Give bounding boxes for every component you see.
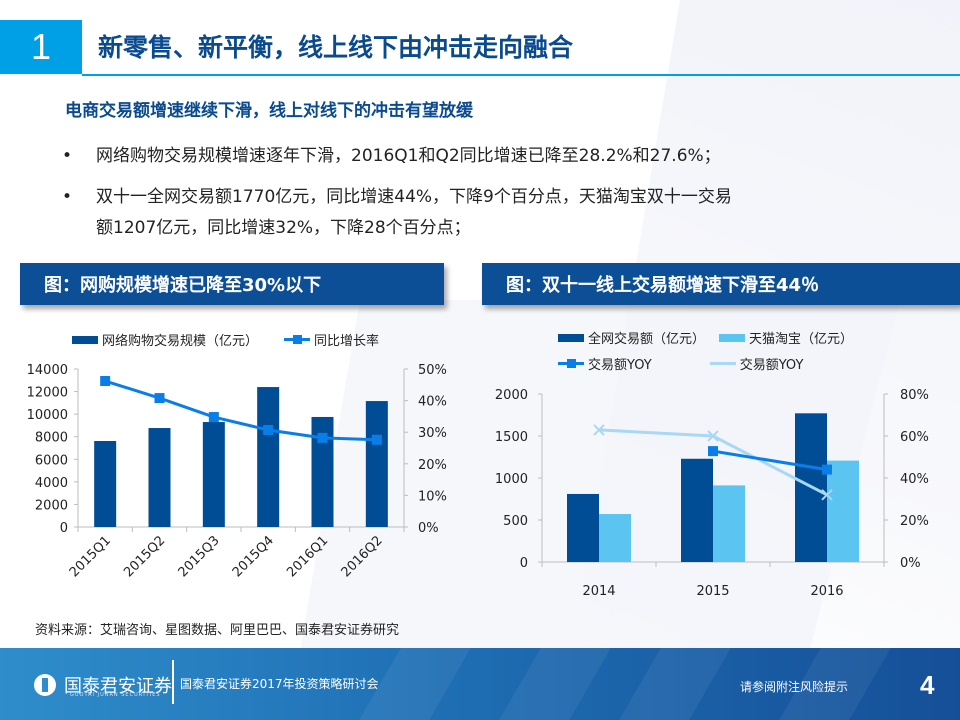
bar [94, 441, 117, 527]
legend-label: 网络购物交易规模（亿元） [102, 334, 259, 349]
bar-tmall [713, 485, 745, 562]
section-number: 1 [0, 20, 82, 74]
chart1-plot: 0 2000 4000 6000 8000 10000 12000 14000 0% 10% 20%… [27, 363, 447, 580]
y2-tick-label: 10% [418, 489, 447, 504]
legend-label: 全网交易额（亿元） [588, 332, 706, 347]
y2-tick-label: 20% [900, 514, 929, 529]
chart2-title: 图：双十一线上交易额增速下滑至44％ [482, 263, 960, 305]
bar-total [681, 458, 713, 562]
x-tick-label: 2016 [810, 584, 843, 599]
legend-bar-swatch [719, 333, 746, 342]
y-tick-label: 14000 [27, 363, 68, 378]
x-tick-label: 2015Q1 [67, 533, 114, 580]
y-tick-label: 2000 [35, 498, 68, 513]
legend-bar-swatch [72, 335, 98, 344]
chart2-legend-row1: 全网交易额（亿元） 天猫淘宝（亿元） [558, 328, 853, 347]
line-marker [100, 376, 111, 387]
bullet-text: 额1207亿元，同比增速32%，下降28个百分点； [96, 218, 471, 238]
risk-notice: 请参阅附注风险提示 [740, 680, 849, 694]
line-marker [154, 393, 165, 404]
x-tick-label: 2016Q2 [339, 533, 386, 580]
bar [202, 422, 225, 527]
y-tick-label: 0 [520, 556, 528, 571]
y-tick-label: 8000 [35, 431, 68, 446]
y2-tick-label: 30% [418, 426, 447, 441]
line-marker [263, 424, 274, 435]
legend-line-swatch [558, 359, 584, 368]
y2-tick-label: 40% [418, 395, 447, 410]
y-tick-label: 2000 [495, 388, 528, 403]
company-logo: 国泰君安证券 [34, 672, 172, 698]
legend-bar-swatch [558, 333, 584, 342]
y-tick-label: 1500 [495, 430, 528, 445]
logo-icon [34, 674, 56, 696]
bullet-icon: • [62, 146, 73, 166]
y-tick-label: 4000 [35, 476, 68, 491]
x-tick-label: 2015 [696, 584, 729, 599]
x-marker [707, 430, 719, 442]
bar-tmall [599, 514, 631, 562]
legend-label: 同比增长率 [314, 334, 380, 349]
logo-text: 国泰君安证券 [64, 676, 172, 697]
subheading: 电商交易额增速继续下滑，线上对线下的冲击有望放缓 [65, 101, 473, 121]
chart1-title: 图：网购规模增速已降至30%以下 [20, 263, 444, 305]
line-marker [371, 434, 382, 445]
y-tick-label: 10000 [27, 408, 68, 423]
footer-bar: 国泰君安证券 GUOTAI JUNAN SECURITIES 国泰君安证券201… [0, 648, 960, 720]
slide-title: 新零售、新平衡，线上线下由冲击走向融合 [98, 33, 574, 62]
x-tick-label: 2014 [582, 584, 615, 599]
x-tick-label: 2015Q3 [176, 533, 223, 580]
bar [257, 387, 280, 527]
source-note: 资料来源：艾瑞咨询、星图数据、阿里巴巴、国泰君安证券研究 [35, 623, 400, 638]
chart1-legend: 网络购物交易规模（亿元） 同比增长率 [72, 330, 379, 349]
y2-tick-label: 0% [418, 521, 439, 536]
x-marker [593, 424, 605, 436]
total-yoy-line [712, 449, 828, 472]
legend-line-swatch [284, 335, 311, 344]
y2-tick-label: 60% [900, 430, 929, 445]
growth-line [104, 379, 377, 442]
legend-label: 交易额YOY [588, 358, 652, 373]
bullet-text: 网络购物交易规模增速逐年下滑，2016Q1和Q2同比增速已降至28.2%和27.… [96, 146, 721, 166]
legend-label: 天猫淘宝（亿元） [749, 332, 854, 347]
line-marker [208, 412, 219, 423]
line-marker [317, 432, 328, 443]
y2-tick-label: 20% [418, 458, 447, 473]
bullet-text: 双十一全网交易额1770亿元，同比增速44%，下降9个百分点，天猫淘宝双十一交易 [96, 187, 732, 207]
bar [365, 401, 388, 527]
chart2-legend-row2: 交易额YOY 交易额YOY [558, 354, 803, 373]
y-tick-label: 12000 [27, 386, 68, 401]
legend-label: 交易额YOY [739, 358, 804, 373]
line-marker [708, 446, 718, 457]
page-number: 4 [920, 670, 935, 700]
y2-tick-label: 40% [900, 472, 929, 487]
event-name: 国泰君安证券2017年投资策略研讨会 [180, 677, 379, 691]
bar [311, 416, 334, 527]
logo-subtext: GUOTAI JUNAN SECURITIES [70, 692, 161, 698]
x-marker [821, 489, 833, 501]
y2-tick-label: 50% [418, 363, 447, 378]
bar [148, 428, 171, 527]
y2-tick-label: 80% [900, 388, 929, 403]
chart2-plot: 0 500 1000 1500 2000 0% 20% 40% 60% 80% 2014 2015 20… [495, 388, 929, 599]
x-tick-label: 2015Q2 [121, 533, 168, 580]
y2-tick-label: 0% [900, 556, 921, 571]
title-divider [82, 74, 960, 76]
y-tick-label: 6000 [35, 453, 68, 468]
footer-divider [172, 660, 174, 704]
bar-tmall [827, 460, 859, 562]
legend-line-swatch [709, 362, 736, 365]
y-tick-label: 500 [503, 514, 528, 529]
bar-total [567, 493, 599, 562]
x-tick-label: 2015Q4 [230, 533, 277, 580]
x-tick-label: 2016Q1 [284, 533, 331, 580]
bullet-icon: • [62, 187, 73, 207]
y-tick-label: 1000 [495, 472, 528, 487]
line-marker [822, 464, 832, 475]
y-tick-label: 0 [60, 521, 68, 536]
